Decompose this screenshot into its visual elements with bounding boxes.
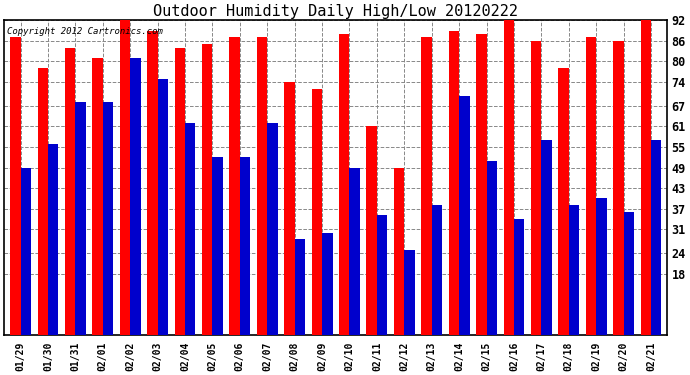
Bar (558, 68, 569, 335)
Bar (92, 58, 103, 335)
Bar (267, 123, 277, 335)
Bar (596, 198, 607, 335)
Bar (240, 157, 250, 335)
Bar (651, 140, 662, 335)
Bar (37, 68, 48, 335)
Bar (366, 126, 377, 335)
Bar (586, 38, 596, 335)
Bar (322, 232, 333, 335)
Bar (257, 38, 267, 335)
Bar (504, 17, 514, 335)
Bar (624, 212, 634, 335)
Bar (120, 17, 130, 335)
Title: Outdoor Humidity Daily High/Low 20120222: Outdoor Humidity Daily High/Low 20120222 (153, 4, 518, 19)
Bar (48, 144, 59, 335)
Bar (230, 38, 240, 335)
Bar (459, 96, 469, 335)
Bar (640, 20, 651, 335)
Bar (394, 168, 404, 335)
Bar (448, 31, 459, 335)
Bar (65, 48, 75, 335)
Bar (175, 48, 185, 335)
Bar (613, 41, 624, 335)
Bar (569, 205, 579, 335)
Bar (130, 58, 141, 335)
Bar (284, 82, 295, 335)
Bar (213, 157, 223, 335)
Bar (404, 250, 415, 335)
Bar (531, 41, 542, 335)
Bar (312, 89, 322, 335)
Bar (486, 160, 497, 335)
Bar (103, 102, 113, 335)
Bar (432, 205, 442, 335)
Text: Copyright 2012 Cartronics.com: Copyright 2012 Cartronics.com (8, 27, 164, 36)
Bar (295, 239, 305, 335)
Bar (377, 215, 387, 335)
Bar (422, 38, 432, 335)
Bar (339, 34, 350, 335)
Bar (476, 34, 486, 335)
Bar (202, 44, 213, 335)
Bar (185, 123, 195, 335)
Bar (75, 102, 86, 335)
Bar (21, 168, 31, 335)
Bar (157, 78, 168, 335)
Bar (10, 38, 21, 335)
Bar (514, 219, 524, 335)
Bar (147, 31, 157, 335)
Bar (542, 140, 552, 335)
Bar (350, 168, 360, 335)
